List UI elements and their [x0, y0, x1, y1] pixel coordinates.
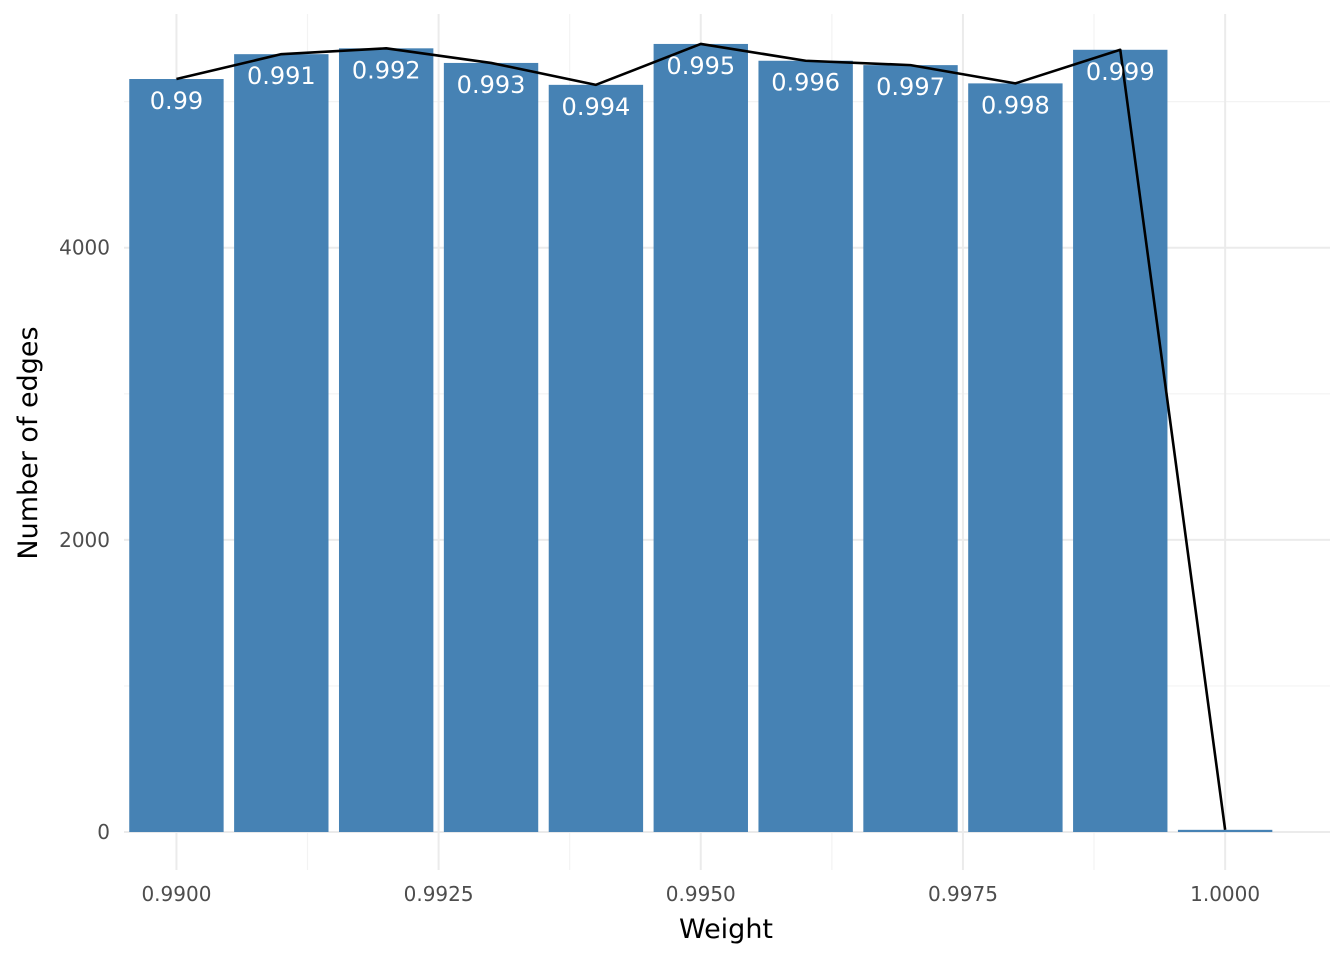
trend-line	[176, 42, 1227, 831]
bar-value-label: 0.996	[771, 69, 840, 97]
x-tick-label: 0.9925	[404, 882, 474, 906]
bar-value-label: 0.995	[666, 52, 735, 80]
y-tick-label: 4000	[59, 236, 110, 260]
bar-labels: 0.99 0.991 0.992 0.993 0.994 0.995 0.996 0.997 0…	[150, 52, 1155, 121]
bar	[129, 79, 224, 833]
x-tick-label: 1.0000	[1190, 882, 1260, 906]
bar-value-label: 0.999	[1086, 58, 1155, 86]
bar	[338, 48, 434, 833]
bar-value-label: 0.99	[150, 87, 203, 115]
bars	[129, 43, 1273, 833]
trend-line-path	[176, 42, 1227, 831]
y-tick-label: 0	[97, 820, 110, 844]
x-tick-label: 0.9900	[141, 882, 211, 906]
bar	[653, 43, 748, 833]
bar-value-label: 0.998	[981, 91, 1050, 119]
bar	[1073, 49, 1168, 833]
bar	[863, 65, 958, 833]
bar	[548, 84, 644, 833]
bar-value-label: 0.997	[876, 73, 945, 101]
x-tick-label: 0.9950	[666, 882, 736, 906]
x-axis-title: Weight	[679, 914, 773, 945]
x-axis-ticks: 0.9900 0.9925 0.9950 0.9975 1.0000	[141, 882, 1260, 906]
bar	[968, 83, 1063, 833]
bar	[1177, 829, 1273, 833]
bar	[758, 60, 853, 833]
y-tick-label: 2000	[59, 528, 110, 552]
x-tick-label: 0.9975	[928, 882, 998, 906]
bar-value-label: 0.993	[457, 71, 526, 99]
y-axis-ticks: 0 2000 4000	[59, 236, 110, 844]
bar	[234, 54, 329, 833]
y-axis-title: Number of edges	[13, 326, 44, 559]
bar-value-label: 0.994	[562, 93, 631, 121]
bar	[443, 62, 539, 833]
bar-value-label: 0.992	[352, 56, 421, 84]
bar-value-label: 0.991	[247, 62, 316, 90]
